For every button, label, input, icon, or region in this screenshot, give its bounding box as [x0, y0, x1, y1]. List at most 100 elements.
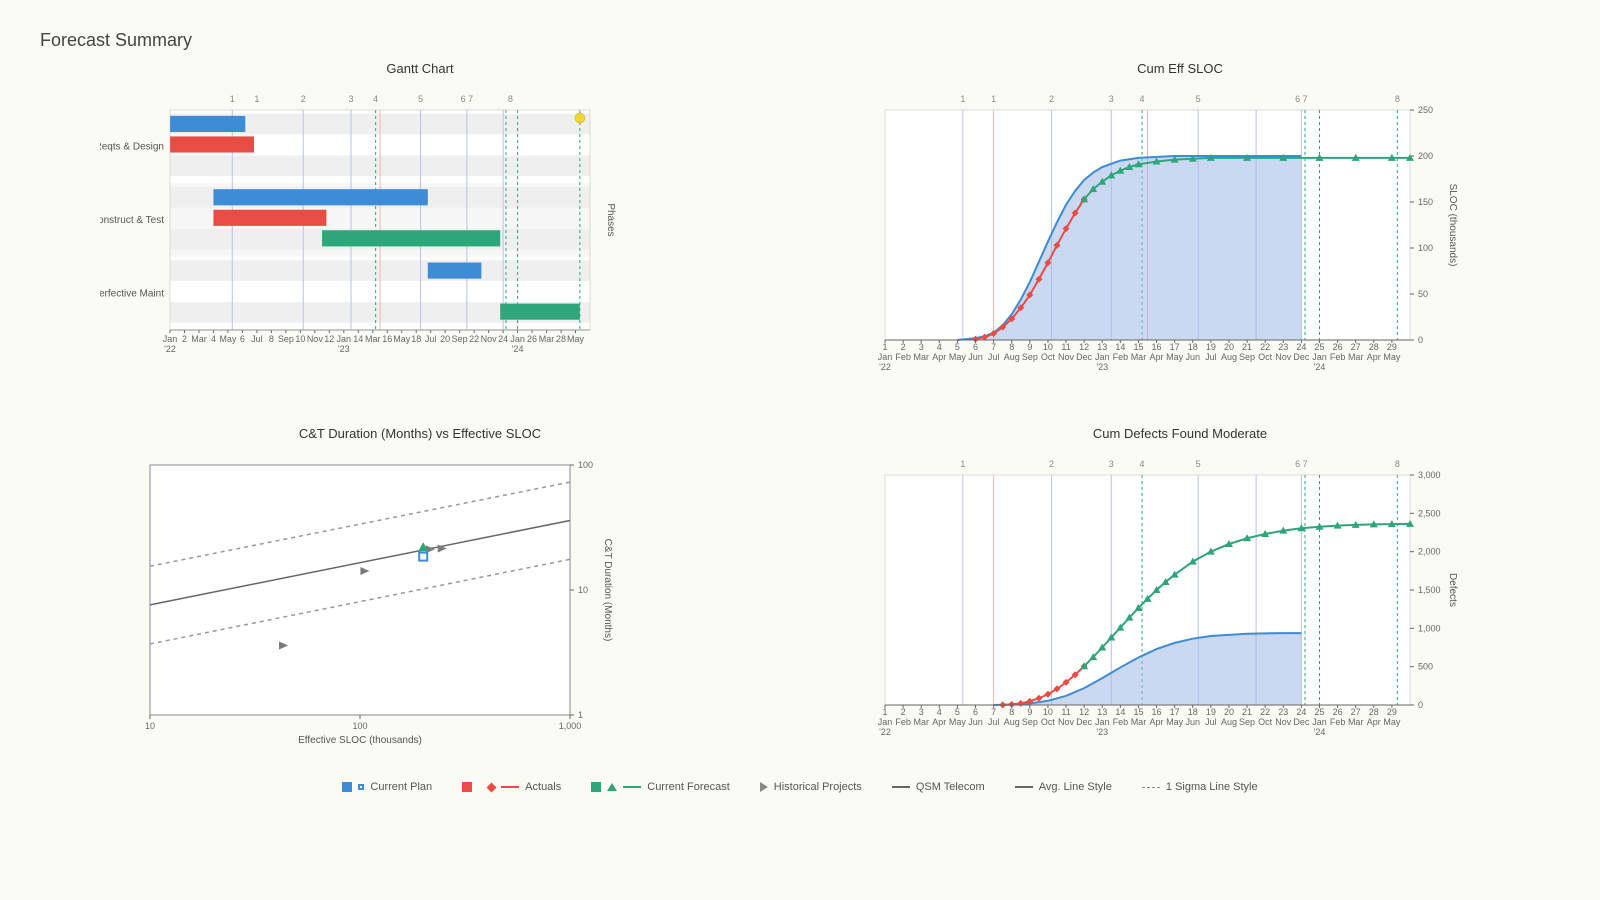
- legend: Current PlanActualsCurrent ForecastHisto…: [0, 771, 1600, 793]
- defects-title: Cum Defects Found Moderate: [860, 426, 1500, 441]
- svg-text:Jan: Jan: [1095, 352, 1110, 362]
- svg-text:20: 20: [1224, 342, 1234, 352]
- legend-label: Actuals: [525, 781, 561, 793]
- svg-text:Mar: Mar: [913, 352, 929, 362]
- svg-text:9: 9: [1027, 707, 1032, 717]
- scatter-svg: 101001,000110100Effective SLOC (thousand…: [100, 445, 620, 745]
- svg-text:Feb: Feb: [1113, 717, 1129, 727]
- svg-text:4: 4: [1140, 459, 1145, 469]
- svg-text:200: 200: [1418, 151, 1433, 161]
- svg-text:'23: '23: [338, 344, 350, 354]
- legend-item-avg: Avg. Line Style: [1015, 781, 1112, 793]
- svg-text:24: 24: [498, 334, 508, 344]
- legend-label: QSM Telecom: [916, 781, 985, 793]
- svg-text:29: 29: [1387, 707, 1397, 717]
- svg-text:27: 27: [1351, 342, 1361, 352]
- svg-text:4: 4: [937, 707, 942, 717]
- svg-text:Sep: Sep: [452, 334, 468, 344]
- sloc-svg: 0501001502002501123456 781Jan'222Feb3Mar…: [860, 80, 1460, 380]
- svg-text:Feb: Feb: [1330, 717, 1346, 727]
- svg-text:8: 8: [1009, 342, 1014, 352]
- svg-text:2,500: 2,500: [1418, 508, 1441, 518]
- legend-label: Current Plan: [370, 781, 432, 793]
- svg-text:7: 7: [991, 342, 996, 352]
- svg-text:50: 50: [1418, 289, 1428, 299]
- legend-item-sigma: 1 Sigma Line Style: [1142, 781, 1258, 793]
- svg-text:Jul: Jul: [251, 334, 263, 344]
- svg-text:Mar: Mar: [365, 334, 381, 344]
- legend-item-qsm: QSM Telecom: [892, 781, 985, 793]
- svg-text:1: 1: [254, 94, 259, 104]
- svg-text:8: 8: [1395, 94, 1400, 104]
- svg-text:SLOC (thousands): SLOC (thousands): [1447, 184, 1458, 267]
- svg-text:Jan: Jan: [337, 334, 352, 344]
- svg-text:6: 6: [240, 334, 245, 344]
- svg-text:19: 19: [1206, 707, 1216, 717]
- svg-text:Apr: Apr: [1367, 352, 1381, 362]
- svg-text:18: 18: [1188, 707, 1198, 717]
- svg-text:2: 2: [901, 342, 906, 352]
- svg-text:3: 3: [349, 94, 354, 104]
- svg-text:Apr: Apr: [932, 717, 946, 727]
- svg-text:12: 12: [324, 334, 334, 344]
- svg-text:Sep: Sep: [1239, 717, 1255, 727]
- svg-text:24: 24: [1296, 707, 1306, 717]
- scatter-title: C&T Duration (Months) vs Effective SLOC: [100, 426, 740, 441]
- svg-text:10: 10: [1043, 707, 1053, 717]
- svg-text:22: 22: [469, 334, 479, 344]
- svg-text:1: 1: [882, 707, 887, 717]
- svg-text:Mar: Mar: [539, 334, 555, 344]
- svg-text:Feb: Feb: [1330, 352, 1346, 362]
- legend-item-actual: Actuals: [462, 781, 561, 793]
- svg-text:Jul: Jul: [1205, 352, 1217, 362]
- gantt-title: Gantt Chart: [100, 61, 740, 76]
- svg-text:Jun: Jun: [968, 717, 983, 727]
- svg-text:23: 23: [1278, 707, 1288, 717]
- svg-text:6: 6: [973, 342, 978, 352]
- svg-text:8: 8: [269, 334, 274, 344]
- svg-text:7: 7: [991, 707, 996, 717]
- svg-text:1: 1: [230, 94, 235, 104]
- svg-text:Feb: Feb: [895, 717, 911, 727]
- svg-text:25: 25: [1314, 342, 1324, 352]
- svg-text:28: 28: [556, 334, 566, 344]
- svg-text:'23: '23: [1096, 727, 1108, 737]
- svg-text:4: 4: [211, 334, 216, 344]
- defects-svg: 05001,0001,5002,0002,5003,000123456 781J…: [860, 445, 1460, 745]
- svg-text:May: May: [393, 334, 411, 344]
- svg-text:8: 8: [508, 94, 513, 104]
- svg-text:3: 3: [1109, 94, 1114, 104]
- svg-text:5: 5: [1196, 94, 1201, 104]
- svg-text:Phases: Phases: [605, 203, 616, 236]
- svg-text:10: 10: [295, 334, 305, 344]
- svg-text:Oct: Oct: [1041, 352, 1056, 362]
- svg-text:26: 26: [1333, 707, 1343, 717]
- gantt-svg: Reqts & DesignConstruct & TestPerfective…: [100, 80, 620, 370]
- svg-text:Dec: Dec: [1076, 717, 1093, 727]
- svg-text:Apr: Apr: [1367, 717, 1381, 727]
- svg-text:'22: '22: [879, 362, 891, 372]
- svg-text:16: 16: [1152, 342, 1162, 352]
- svg-text:11: 11: [1061, 342, 1070, 352]
- svg-text:15: 15: [1133, 342, 1143, 352]
- svg-text:May: May: [949, 717, 967, 727]
- svg-text:C&T Duration (Months): C&T Duration (Months): [602, 539, 613, 642]
- svg-text:150: 150: [1418, 197, 1433, 207]
- svg-text:21: 21: [1242, 707, 1252, 717]
- svg-text:Sep: Sep: [1239, 352, 1255, 362]
- svg-text:28: 28: [1369, 707, 1379, 717]
- svg-text:19: 19: [1206, 342, 1216, 352]
- svg-text:Sep: Sep: [1022, 352, 1038, 362]
- svg-text:3: 3: [1109, 459, 1114, 469]
- svg-text:28: 28: [1369, 342, 1379, 352]
- svg-text:Oct: Oct: [1041, 717, 1056, 727]
- svg-text:'23: '23: [1096, 362, 1108, 372]
- svg-text:500: 500: [1418, 662, 1433, 672]
- svg-text:1: 1: [578, 710, 583, 720]
- svg-text:'24: '24: [1314, 362, 1326, 372]
- sloc-title: Cum Eff SLOC: [860, 61, 1500, 76]
- gantt-chart: Gantt Chart Reqts & DesignConstruct & Te…: [100, 61, 740, 396]
- legend-item-hist: Historical Projects: [760, 781, 862, 793]
- svg-text:May: May: [1383, 352, 1401, 362]
- svg-text:8: 8: [1009, 707, 1014, 717]
